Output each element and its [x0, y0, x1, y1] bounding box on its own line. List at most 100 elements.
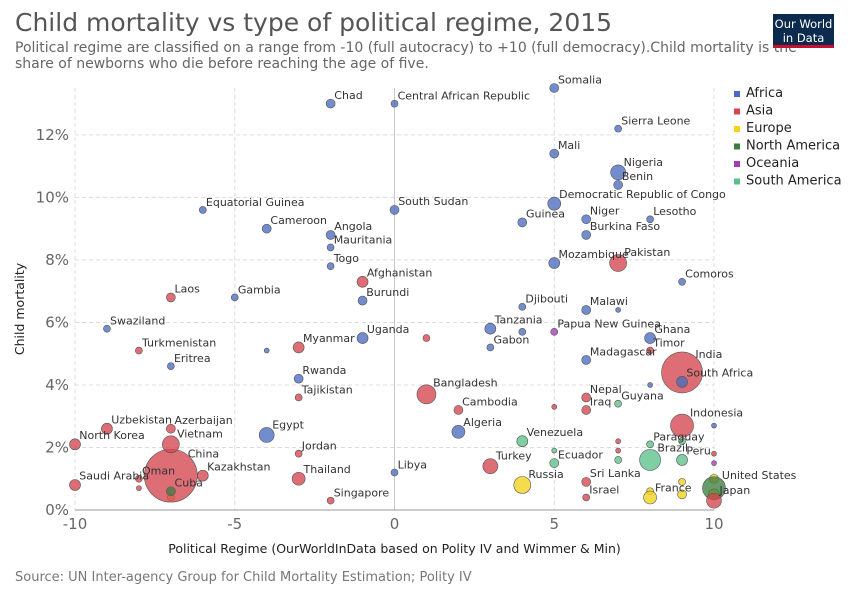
y-tick-label: 10% — [36, 188, 69, 206]
y-tick-label: 8% — [45, 251, 69, 269]
data-point-djibouti — [518, 303, 527, 311]
point-label-comoros: Comoros — [685, 268, 734, 281]
data-point-comoros — [678, 278, 686, 286]
point-label-equatorial-guinea: Equatorial Guinea — [206, 196, 305, 209]
point-label-israel: Israel — [589, 483, 619, 496]
data-point-guinea — [517, 217, 528, 228]
data-point-chad — [325, 98, 336, 109]
data-point-angola — [325, 230, 336, 240]
data-point-nigeria — [610, 164, 626, 181]
data-point — [711, 460, 717, 466]
data-point — [678, 437, 686, 446]
data-point-swaziland — [103, 324, 111, 333]
x-axis-title: Political Regime (OurWorldInData based o… — [168, 541, 621, 556]
data-point-cambodia — [453, 405, 464, 415]
point-label-ghana: Ghana — [654, 323, 690, 336]
point-label-japan: Japan — [719, 484, 751, 497]
point-label-cameroon: Cameroon — [270, 214, 327, 227]
data-point-ghana — [644, 332, 656, 344]
chart-subtitle: Political regime are classified on a ran… — [15, 40, 797, 72]
point-label-benin: Benin — [622, 170, 653, 183]
data-point-russia — [513, 476, 532, 494]
point-label-chad: Chad — [334, 89, 362, 102]
data-point-eritrea — [167, 362, 175, 371]
point-label-mozambique: Mozambique — [559, 248, 629, 261]
data-point-turkmenistan — [135, 346, 143, 355]
data-point-pakistan — [609, 254, 627, 272]
point-labels: Chad Central African Republic Somalia Sierr… — [79, 73, 796, 499]
data-point-indonesia — [670, 413, 694, 438]
point-label-nigeria: Nigeria — [624, 156, 663, 169]
data-point-sri-lanka — [581, 477, 592, 487]
point-label-iraq: Iraq — [590, 395, 612, 408]
y-tick-label: 12% — [36, 126, 69, 144]
source-note: Source: UN Inter-agency Group for Child … — [15, 570, 472, 585]
legend-item-africa: Africa — [746, 86, 783, 101]
data-point-south-africa — [676, 376, 688, 388]
point-label-central-african-republic: Central African Republic — [398, 90, 530, 103]
owid-logo[interactable]: Our World in Data — [773, 14, 834, 48]
legend-swatch-oceania — [734, 161, 740, 167]
data-point-oman — [135, 474, 143, 483]
data-point-libya — [390, 468, 399, 477]
x-tick-label: 10 — [704, 515, 723, 533]
point-label-peru: Peru — [686, 445, 711, 458]
data-point-sierra-leone — [614, 124, 622, 133]
point-label-gabon: Gabon — [493, 333, 529, 346]
point-label-china: China — [188, 448, 219, 461]
legend[interactable]: Africa Asia Europe North America Oceania Sout… — [734, 86, 842, 189]
data-point-nepal — [581, 392, 592, 403]
y-tick-label: 2% — [45, 438, 69, 456]
data-point-algeria — [451, 425, 466, 439]
data-point-madagascar — [581, 355, 592, 365]
chart-title: Child mortality vs type of political reg… — [15, 8, 613, 37]
data-point-egypt — [258, 427, 275, 443]
data-point-singapore — [326, 496, 335, 505]
x-tick-label: 0 — [390, 515, 400, 533]
point-label-paraguay: Paraguay — [653, 430, 705, 443]
point-label-oman: Oman — [142, 465, 175, 478]
legend-item-south-america: South America — [746, 174, 842, 189]
data-point-tajikistan — [294, 393, 303, 402]
legend-swatch-south-america — [734, 178, 740, 185]
point-label-france: France — [655, 482, 692, 495]
logo-line-1: Our World — [774, 17, 833, 31]
point-label-lesotho: Lesotho — [653, 205, 696, 218]
point-label-myanmar: Myanmar — [303, 332, 355, 345]
data-point-israel — [582, 493, 591, 502]
point-label-egypt: Egypt — [272, 418, 304, 431]
point-label-indonesia: Indonesia — [690, 407, 743, 420]
legend-swatch-europe — [734, 126, 740, 132]
point-label-sierra-leone: Sierra Leone — [621, 115, 690, 128]
data-point — [551, 447, 558, 454]
point-label-somalia: Somalia — [558, 73, 602, 86]
data-point-saudi-arabia — [69, 479, 81, 491]
data-point-democratic-republic-of-congo — [547, 196, 562, 211]
x-tick-label: 5 — [549, 515, 559, 533]
data-point-peru — [676, 454, 688, 466]
data-point-kazakhstan — [197, 469, 209, 482]
data-point-uzbekistan — [101, 422, 113, 435]
point-label-burundi: Burundi — [366, 286, 409, 299]
point-label-turkmenistan: Turkmenistan — [141, 336, 216, 349]
point-label-south-sudan: South Sudan — [398, 195, 468, 208]
point-label-tanzania: Tanzania — [494, 313, 543, 326]
point-label-jordan: Jordan — [301, 440, 337, 453]
point-label-north-korea: North Korea — [79, 429, 144, 442]
point-label-niger: Niger — [590, 205, 620, 218]
point-label-mali: Mali — [558, 139, 580, 152]
point-label-venezuela: Venezuela — [527, 426, 584, 439]
x-tick-label: -10 — [63, 515, 88, 533]
y-tick-label: 6% — [45, 313, 69, 331]
point-label-eritrea: Eritrea — [174, 352, 211, 365]
point-label-burkina-faso: Burkina Faso — [590, 220, 660, 233]
data-point-bangladesh — [416, 384, 437, 405]
data-point-timor — [646, 346, 654, 355]
data-point-vietnam — [162, 435, 180, 454]
data-point-north-korea — [69, 438, 81, 451]
point-label-laos: Laos — [175, 283, 201, 296]
data-point-venezuela — [516, 435, 529, 448]
data-point-cuba — [166, 486, 176, 497]
data-point — [678, 478, 686, 486]
point-label-cuba: Cuba — [175, 477, 203, 490]
